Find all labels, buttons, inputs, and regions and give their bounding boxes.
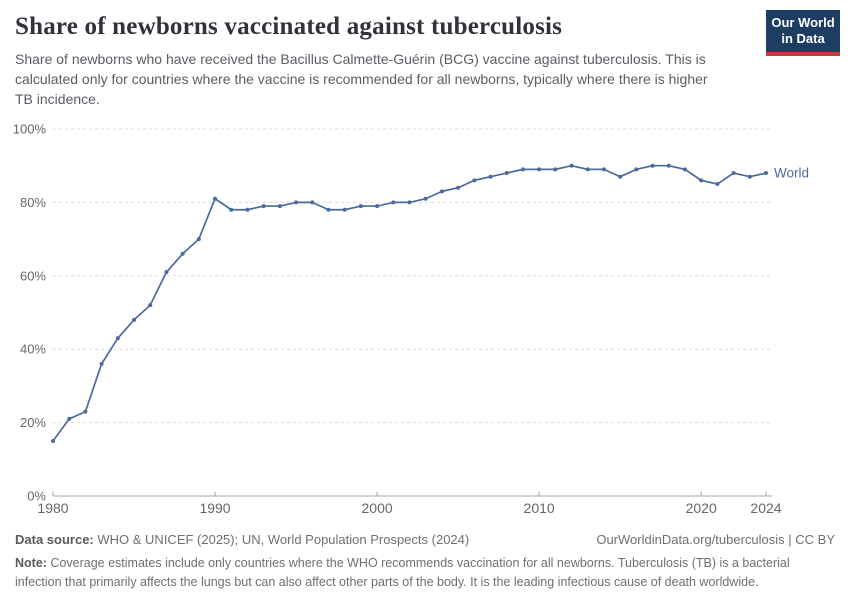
- x-axis-tick-label: 2010: [524, 500, 555, 516]
- data-point[interactable]: [666, 164, 671, 169]
- chart-header: Share of newborns vaccinated against tub…: [0, 0, 850, 109]
- data-point[interactable]: [553, 167, 558, 172]
- data-point[interactable]: [456, 186, 461, 191]
- data-point[interactable]: [520, 167, 525, 172]
- data-point[interactable]: [585, 167, 590, 172]
- owid-logo-line2: in Data: [781, 31, 825, 47]
- data-point[interactable]: [310, 200, 315, 205]
- data-point[interactable]: [747, 175, 752, 180]
- series-end-label[interactable]: World: [774, 166, 809, 181]
- data-point[interactable]: [245, 208, 250, 213]
- data-point[interactable]: [407, 200, 412, 205]
- data-point[interactable]: [115, 336, 120, 341]
- data-point[interactable]: [132, 318, 137, 323]
- chart-title: Share of newborns vaccinated against tub…: [15, 13, 563, 40]
- data-point[interactable]: [277, 204, 282, 209]
- data-point[interactable]: [391, 200, 396, 205]
- chart-footer: Data source: WHO & UNICEF (2025); UN, Wo…: [0, 532, 850, 590]
- y-axis-tick-label: 0%: [27, 489, 46, 504]
- data-point[interactable]: [67, 417, 72, 422]
- data-source-label: Data source:: [15, 532, 94, 548]
- data-point[interactable]: [180, 252, 185, 257]
- data-point[interactable]: [650, 164, 655, 169]
- y-axis-tick-label: 40%: [20, 342, 46, 357]
- owid-logo-box: Our World in Data: [766, 10, 840, 52]
- chart-subtitle: Share of newborns who have received the …: [15, 50, 708, 107]
- data-point[interactable]: [51, 439, 55, 444]
- data-point[interactable]: [164, 270, 169, 275]
- y-axis-tick-label: 100%: [13, 122, 47, 137]
- y-axis-tick-label: 20%: [20, 415, 46, 430]
- data-point[interactable]: [504, 171, 509, 176]
- y-axis-tick-label: 80%: [20, 195, 46, 210]
- x-axis-tick-label: 2024: [750, 500, 781, 516]
- y-axis-tick-label: 60%: [20, 269, 46, 284]
- data-point[interactable]: [537, 167, 542, 172]
- x-axis-tick-label: 2000: [362, 500, 393, 516]
- data-point[interactable]: [488, 175, 493, 180]
- data-point[interactable]: [229, 208, 234, 213]
- data-point[interactable]: [342, 208, 347, 213]
- data-point[interactable]: [294, 200, 299, 205]
- data-point[interactable]: [699, 178, 704, 183]
- data-source-text: WHO & UNICEF (2025); UN, World Populatio…: [97, 532, 470, 548]
- data-point[interactable]: [83, 409, 88, 414]
- data-point[interactable]: [634, 167, 639, 172]
- data-point[interactable]: [715, 182, 720, 187]
- owid-logo-line1: Our World: [771, 15, 835, 30]
- owid-logo-red-strip: [766, 51, 840, 56]
- line-chart[interactable]: 0% 20% 40% 60% 80% 100% 1980 1990 2000 2010 2020 20…: [0, 109, 850, 519]
- owid-logo: Our World in Data: [766, 10, 840, 56]
- data-point[interactable]: [472, 178, 477, 183]
- data-point[interactable]: [764, 171, 768, 176]
- data-point[interactable]: [261, 204, 266, 209]
- note-label: Note:: [15, 556, 47, 571]
- data-point[interactable]: [375, 204, 380, 209]
- data-point[interactable]: [213, 197, 218, 202]
- data-point[interactable]: [99, 362, 104, 367]
- data-point[interactable]: [148, 303, 153, 308]
- x-axis-tick-label: 2020: [686, 500, 717, 516]
- data-point[interactable]: [569, 164, 574, 169]
- data-point[interactable]: [358, 204, 363, 209]
- owid-credit-link[interactable]: OurWorldinData.org/tuberculosis | CC BY: [596, 532, 835, 548]
- data-point[interactable]: [731, 171, 736, 176]
- note-text: Coverage estimates include only countrie…: [15, 556, 790, 589]
- chart-note: Note: Coverage estimates include only co…: [15, 554, 835, 590]
- data-point[interactable]: [423, 197, 428, 202]
- data-line-world[interactable]: [52, 165, 767, 443]
- data-point[interactable]: [601, 167, 606, 172]
- data-point[interactable]: [439, 189, 444, 194]
- data-point[interactable]: [682, 167, 687, 172]
- x-axis-tick-label: 1980: [37, 500, 68, 516]
- data-point[interactable]: [196, 237, 201, 242]
- data-point[interactable]: [618, 175, 623, 180]
- data-point[interactable]: [326, 208, 331, 213]
- data-source: Data source: WHO & UNICEF (2025); UN, Wo…: [15, 532, 469, 547]
- x-axis-tick-label: 1990: [199, 500, 230, 516]
